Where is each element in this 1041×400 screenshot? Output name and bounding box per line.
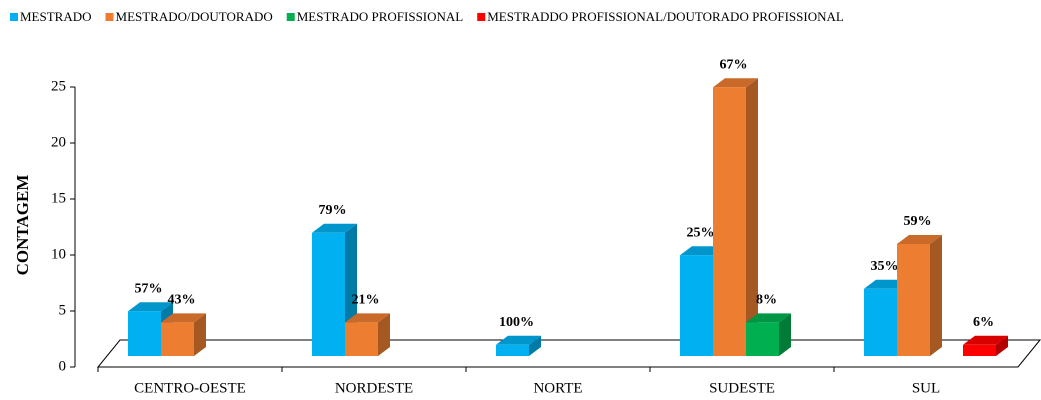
data-label: 21%	[352, 293, 380, 308]
bar-side	[194, 313, 206, 356]
bar-side	[996, 335, 1008, 356]
data-label: 8%	[756, 293, 777, 308]
legend-swatch	[10, 13, 18, 21]
bar-front	[161, 322, 194, 356]
y-tick-label: 10	[51, 246, 66, 262]
data-label: 100%	[499, 315, 534, 330]
bar-top	[161, 313, 206, 323]
bar	[312, 223, 357, 356]
x-tick-label: SUL	[912, 380, 940, 396]
bar	[713, 78, 758, 356]
bar-top	[345, 313, 390, 323]
bar	[963, 335, 1008, 356]
legend-label: MESTRADDO PROFISSIONAL/DOUTORADO PROFISS…	[487, 9, 844, 24]
y-tick-label: 25	[51, 78, 66, 94]
y-tick-label: 0	[59, 358, 67, 374]
y-tick-label: 15	[51, 190, 66, 206]
bar-top	[963, 335, 1008, 345]
bar-front	[897, 244, 930, 356]
bar	[496, 335, 541, 356]
bar-top	[897, 235, 942, 244]
bar-front	[680, 255, 713, 356]
bar-front	[963, 344, 996, 356]
y-axis-label: CONTAGEM	[13, 175, 32, 276]
data-label: 43%	[168, 293, 196, 308]
legend-swatch	[477, 13, 486, 21]
bar-top	[312, 223, 357, 233]
x-tick-label: CENTRO-OESTE	[134, 380, 246, 396]
x-tick-label: SUDESTE	[709, 380, 775, 396]
bar	[345, 313, 390, 356]
y-tick-label: 5	[59, 302, 67, 318]
bar	[746, 313, 791, 356]
y-tick-label: 20	[51, 134, 66, 150]
bar-side	[378, 313, 390, 356]
legend-swatch	[286, 13, 295, 21]
bar-side	[746, 78, 758, 356]
bar-side	[779, 313, 791, 356]
bar-side	[529, 335, 541, 356]
data-label: 57%	[135, 281, 163, 296]
bar-front	[496, 344, 529, 356]
bar-side	[930, 235, 942, 356]
data-label: 35%	[871, 259, 899, 274]
legend-label: MESTRADO/DOUTORADO	[116, 9, 273, 24]
bar-top	[128, 302, 173, 312]
legend-swatch	[105, 13, 114, 21]
floor	[96, 339, 1041, 368]
bar-front	[128, 311, 161, 356]
data-label: 67%	[720, 57, 748, 72]
data-label: 59%	[904, 214, 932, 229]
bar-front	[746, 322, 779, 356]
data-label: 79%	[319, 203, 347, 218]
legend-label: MESTRADO PROFISSIONAL	[297, 9, 464, 24]
bar	[897, 235, 942, 356]
bar-front	[864, 288, 897, 356]
data-label: 6%	[973, 315, 994, 330]
bar-front	[312, 232, 345, 356]
bar-top	[713, 78, 758, 88]
bar-front	[345, 322, 378, 356]
x-tick-label: NORDESTE	[335, 380, 413, 396]
data-label: 25%	[687, 225, 715, 240]
x-tick-label: NORTE	[533, 380, 582, 396]
legend-label: MESTRADO	[20, 9, 92, 24]
bar	[161, 313, 206, 356]
bar-top	[496, 335, 541, 345]
bar-front	[713, 87, 746, 356]
bar-top	[746, 313, 791, 323]
